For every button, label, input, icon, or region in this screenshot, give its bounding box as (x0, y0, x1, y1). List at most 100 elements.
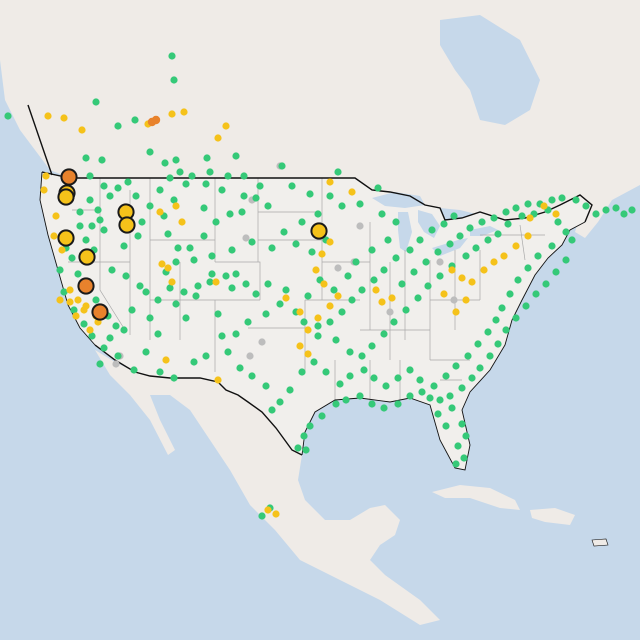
marker-good[interactable] (132, 192, 140, 200)
marker-good[interactable] (276, 300, 284, 308)
marker-good[interactable] (228, 284, 236, 292)
marker-good[interactable] (342, 396, 350, 404)
marker-good[interactable] (628, 206, 636, 214)
marker-good[interactable] (368, 342, 376, 350)
marker-good[interactable] (458, 384, 466, 392)
marker-good[interactable] (200, 204, 208, 212)
marker-good[interactable] (512, 314, 520, 322)
marker-good[interactable] (268, 244, 276, 252)
marker-good[interactable] (166, 284, 174, 292)
marker-moderate[interactable] (326, 302, 334, 310)
marker-moderate[interactable] (158, 260, 166, 268)
marker-good[interactable] (534, 252, 542, 260)
marker-moderate[interactable] (524, 232, 532, 240)
marker-moderate[interactable] (462, 296, 470, 304)
marker-good[interactable] (286, 386, 294, 394)
marker-moderate[interactable] (348, 188, 356, 196)
marker-good[interactable] (380, 266, 388, 274)
marker-good[interactable] (428, 226, 436, 234)
marker-good[interactable] (282, 286, 290, 294)
marker-good[interactable] (114, 184, 122, 192)
marker-good[interactable] (114, 122, 122, 130)
marker-good[interactable] (524, 264, 532, 272)
marker-good[interactable] (120, 242, 128, 250)
marker-good[interactable] (504, 220, 512, 228)
marker-good[interactable] (406, 366, 414, 374)
marker-good[interactable] (300, 432, 308, 440)
marker-none[interactable] (242, 234, 250, 242)
marker-good[interactable] (464, 352, 472, 360)
marker-good[interactable] (460, 454, 468, 462)
marker-moderate[interactable] (52, 212, 60, 220)
marker-good[interactable] (348, 296, 356, 304)
marker-good[interactable] (280, 228, 288, 236)
marker-moderate[interactable] (296, 342, 304, 350)
marker-good[interactable] (442, 422, 450, 430)
marker-good[interactable] (390, 318, 398, 326)
marker-good[interactable] (330, 286, 338, 294)
marker-good[interactable] (56, 266, 64, 274)
marker-moderate[interactable] (296, 308, 304, 316)
marker-good[interactable] (456, 232, 464, 240)
marker-good[interactable] (232, 330, 240, 338)
marker-good[interactable] (512, 204, 520, 212)
marker-good[interactable] (506, 290, 514, 298)
marker-good[interactable] (86, 172, 94, 180)
marker-good[interactable] (402, 306, 410, 314)
marker-good[interactable] (524, 200, 532, 208)
marker-good[interactable] (492, 316, 500, 324)
marker-good[interactable] (68, 254, 76, 262)
marker-good[interactable] (236, 364, 244, 372)
marker-good[interactable] (136, 282, 144, 290)
marker-good[interactable] (60, 288, 68, 296)
marker-good[interactable] (326, 318, 334, 326)
marker-good[interactable] (138, 218, 146, 226)
marker-moderate[interactable] (304, 326, 312, 334)
marker-good[interactable] (532, 290, 540, 298)
highlighted-marker-usg[interactable] (91, 303, 109, 321)
marker-good[interactable] (218, 186, 226, 194)
marker-good[interactable] (156, 368, 164, 376)
marker-good[interactable] (394, 374, 402, 382)
marker-good[interactable] (214, 310, 222, 318)
marker-moderate[interactable] (318, 250, 326, 258)
marker-good[interactable] (100, 182, 108, 190)
marker-good[interactable] (612, 204, 620, 212)
marker-good[interactable] (100, 226, 108, 234)
marker-good[interactable] (238, 208, 246, 216)
marker-good[interactable] (294, 444, 302, 452)
marker-good[interactable] (620, 210, 628, 218)
marker-good[interactable] (232, 270, 240, 278)
marker-good[interactable] (168, 52, 176, 60)
marker-good[interactable] (478, 218, 486, 226)
marker-good[interactable] (302, 446, 310, 454)
marker-good[interactable] (88, 332, 96, 340)
marker-good[interactable] (206, 278, 214, 286)
marker-good[interactable] (268, 406, 276, 414)
marker-good[interactable] (422, 258, 430, 266)
marker-good[interactable] (434, 410, 442, 418)
marker-good[interactable] (494, 230, 502, 238)
marker-good[interactable] (450, 212, 458, 220)
marker-moderate[interactable] (314, 314, 322, 322)
marker-good[interactable] (358, 352, 366, 360)
marker-good[interactable] (414, 294, 422, 302)
marker-good[interactable] (452, 362, 460, 370)
marker-good[interactable] (146, 202, 154, 210)
marker-moderate[interactable] (372, 286, 380, 294)
marker-good[interactable] (334, 168, 342, 176)
highlighted-marker-moderate[interactable] (57, 229, 75, 247)
marker-good[interactable] (170, 76, 178, 84)
marker-good[interactable] (276, 398, 284, 406)
marker-good[interactable] (562, 256, 570, 264)
marker-good[interactable] (262, 382, 270, 390)
marker-moderate[interactable] (168, 110, 176, 118)
marker-good[interactable] (240, 192, 248, 200)
marker-good[interactable] (174, 244, 182, 252)
marker-good[interactable] (542, 280, 550, 288)
marker-good[interactable] (4, 112, 12, 120)
marker-moderate[interactable] (452, 308, 460, 316)
marker-moderate[interactable] (212, 278, 220, 286)
marker-good[interactable] (344, 272, 352, 280)
marker-good[interactable] (180, 288, 188, 296)
